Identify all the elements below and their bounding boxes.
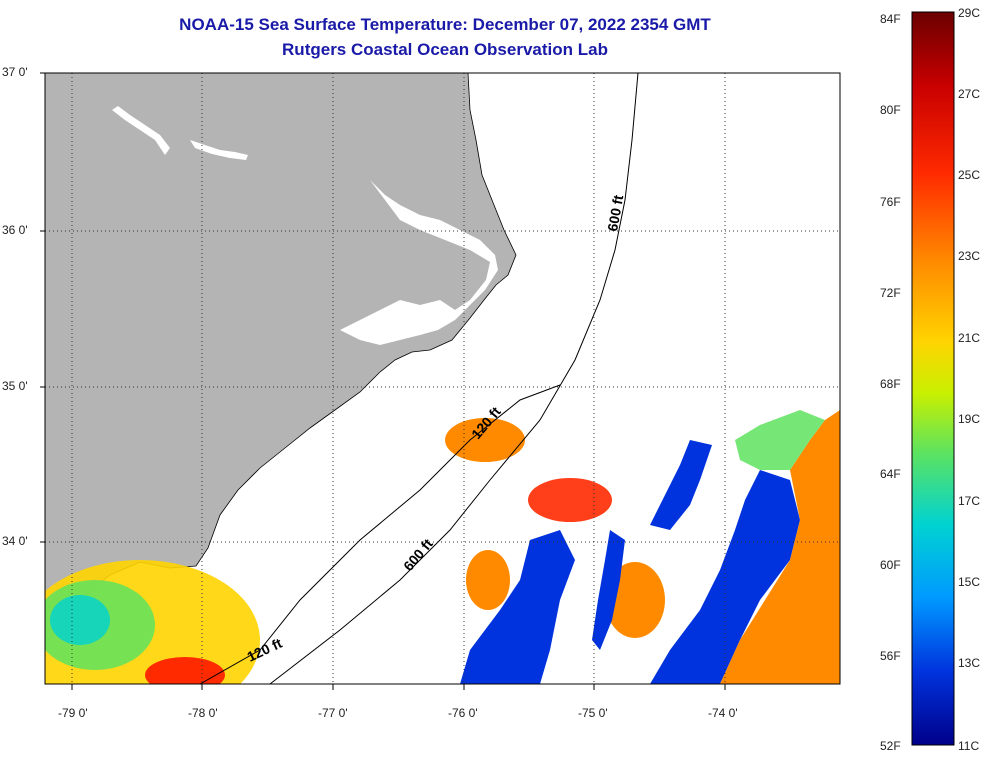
- plot-frame: [44, 72, 841, 685]
- sst-patch-warm: [528, 478, 612, 522]
- colorbar-label-f: 84F: [880, 12, 901, 26]
- sst-patch-green: [735, 410, 825, 470]
- colorbar-label-c: 29C: [958, 6, 981, 20]
- sound: [340, 180, 498, 345]
- lon-label: -74 0': [708, 706, 738, 720]
- lon-label: -75 0': [578, 706, 608, 720]
- lon-label: -77 0': [318, 706, 348, 720]
- lon-label: -78 0': [188, 706, 218, 720]
- sst-patch-cold-band: [592, 530, 625, 650]
- axis-ticks: [40, 72, 726, 690]
- colorbar-label-c: 27C: [958, 87, 981, 101]
- lat-label: 37 0': [2, 65, 28, 79]
- lat-label: 35 0': [2, 379, 28, 393]
- colorbar-label-c: 19C: [958, 412, 981, 426]
- sst-patch-cold-band: [650, 440, 712, 530]
- colorbar-label-c: 13C: [958, 656, 981, 670]
- map-title: NOAA-15 Sea Surface Temperature: Decembe…: [179, 15, 711, 34]
- map-subtitle: Rutgers Coastal Ocean Observation Lab: [282, 40, 608, 59]
- colorbar: [911, 11, 955, 746]
- sst-patch-cold-band: [460, 530, 575, 684]
- colorbar-label-f: 72F: [880, 286, 901, 300]
- contour-label-600: 600 ft: [604, 193, 626, 232]
- colorbar-label-c: 15C: [958, 575, 981, 589]
- colorbar-label-c: 25C: [958, 168, 981, 182]
- lat-label: 36 0': [2, 223, 28, 237]
- sst-patch-hot: [145, 657, 225, 684]
- lon-label: -76 0': [448, 706, 478, 720]
- contour-120ft: [199, 384, 561, 684]
- sst-patch-warm: [605, 562, 665, 638]
- colorbar-label-f: 80F: [880, 103, 901, 117]
- colorbar-label-f: 68F: [880, 377, 901, 391]
- colorbar-label-f: 60F: [880, 558, 901, 572]
- colorbar-label-c: 23C: [958, 249, 981, 263]
- sst-patch-warm: [466, 550, 510, 610]
- colorbar-label-c: 11C: [958, 739, 980, 753]
- graticule: [45, 73, 840, 684]
- sst-patch-warm: [445, 418, 525, 462]
- colorbar-label-f: 64F: [880, 467, 901, 481]
- contour-600ft: [269, 73, 639, 684]
- river: [190, 140, 248, 160]
- colorbar-label-f: 52F: [880, 739, 901, 753]
- lon-label: -79 0': [58, 706, 88, 720]
- river: [112, 106, 170, 155]
- colorbar-label-f: 56F: [880, 649, 901, 663]
- lat-label: 34 0': [2, 534, 28, 548]
- gulf-stream: [720, 410, 840, 684]
- colorbar-label-c: 21C: [958, 331, 981, 345]
- colorbar-label-f: 76F: [880, 195, 901, 209]
- colorbar-label-c: 17C: [958, 494, 981, 508]
- sst-patch-cold: [50, 595, 110, 645]
